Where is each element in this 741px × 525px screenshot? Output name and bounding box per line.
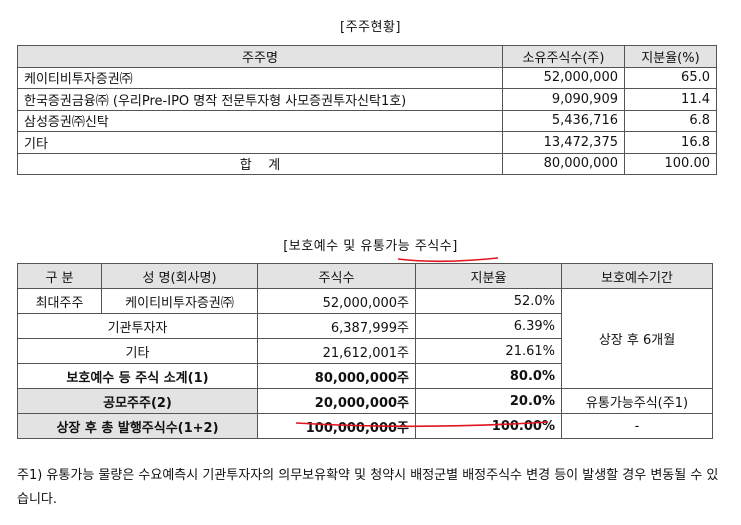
ownership-ratio: 16.8	[624, 131, 717, 154]
public-offering-label: 공모주주(2)	[17, 388, 258, 414]
category-cell: 기타	[17, 338, 258, 364]
table-row: 기타 21,612,001주 21.61%	[17, 338, 713, 364]
table-row: 케이티비투자증권㈜ 52,000,000 65.0	[17, 66, 717, 89]
header-lockup-period: 보호예수기간	[561, 263, 713, 289]
shares-cell: 6,387,999주	[257, 313, 416, 339]
header-shares: 주식수	[257, 263, 416, 289]
grand-total-shares: 100,000,000주	[257, 413, 416, 439]
grand-total-note: -	[561, 413, 713, 439]
shares-owned: 52,000,000	[502, 66, 625, 89]
ownership-ratio: 6.8	[624, 109, 717, 132]
header-category: 구 분	[17, 263, 102, 289]
header-ratio: 지분율	[415, 263, 562, 289]
total-ratio: 100.00	[624, 152, 717, 175]
table-header-row: 주주명 소유주식수(주) 지분율(%)	[17, 45, 717, 68]
shareholders-caption: [주주현황]	[340, 20, 401, 35]
header-shares-owned: 소유주식수(주)	[502, 45, 625, 68]
ownership-ratio: 65.0	[624, 66, 717, 89]
category-cell: 기관투자자	[17, 313, 258, 339]
shareholder-name: 케이티비투자증권㈜	[17, 66, 503, 89]
subtotal-shares: 80,000,000주	[257, 363, 416, 389]
ratio-cell: 21.61%	[415, 338, 562, 364]
header-name: 성 명(회사명)	[101, 263, 258, 289]
lockup-period-cell: 상장 후 6개월	[561, 288, 713, 389]
grand-total-ratio: 100.00%	[415, 413, 562, 439]
table-row: 삼성증권㈜신탁 5,436,716 6.8	[17, 109, 717, 132]
public-offering-row: 공모주주(2) 20,000,000주 20.0% 유통가능주식(주1)	[17, 388, 713, 414]
shareholder-name: 한국증권금융㈜ (우리Pre-IPO 명작 전문투자형 사모증권투자신탁1호)	[17, 88, 503, 111]
subtotal-ratio: 80.0%	[415, 363, 562, 389]
header-ownership-ratio: 지분율(%)	[624, 45, 717, 68]
ratio-cell: 52.0%	[415, 288, 562, 314]
total-shares: 80,000,000	[502, 152, 625, 175]
grand-total-label: 상장 후 총 발행주식수(1+2)	[17, 413, 258, 439]
subtotal-label: 보호예수 등 주식 소계(1)	[17, 363, 258, 389]
shareholder-name: 기타	[17, 131, 503, 154]
shares-cell: 21,612,001주	[257, 338, 416, 364]
shares-cell: 52,000,000주	[257, 288, 416, 314]
table-header-row: 구 분 성 명(회사명) 주식수 지분율 보호예수기간	[17, 263, 713, 289]
subtotal-row: 보호예수 등 주식 소계(1) 80,000,000주 80.0%	[17, 363, 713, 389]
table-row: 기관투자자 6,387,999주 6.39%	[17, 313, 713, 339]
public-offering-shares: 20,000,000주	[257, 388, 416, 414]
lockup-caption: [보호예수 및 유통가능 주식수]	[283, 239, 458, 254]
red-underline-caption	[397, 257, 499, 263]
public-offering-note: 유통가능주식(주1)	[561, 388, 713, 414]
total-row: 합 계 80,000,000 100.00	[17, 152, 717, 175]
table-row: 기타 13,472,375 16.8	[17, 131, 717, 154]
shares-owned: 13,472,375	[502, 131, 625, 154]
lockup-table: 구 분 성 명(회사명) 주식수 지분율 보호예수기간 최대주주 케이티비투자증…	[17, 263, 713, 439]
shares-owned: 5,436,716	[502, 109, 625, 132]
category-cell: 최대주주	[17, 288, 102, 314]
shareholder-name: 삼성증권㈜신탁	[17, 109, 503, 132]
table-row: 최대주주 케이티비투자증권㈜ 52,000,000주 52.0% 상장 후 6개…	[17, 288, 713, 389]
name-cell: 케이티비투자증권㈜	[101, 288, 258, 314]
grand-total-row: 상장 후 총 발행주식수(1+2) 100,000,000주 100.00% -	[17, 413, 713, 439]
public-offering-ratio: 20.0%	[415, 388, 562, 414]
footnote: 주1) 유통가능 물량은 수요예측시 기관투자자의 의무보유확약 및 청약시 배…	[17, 468, 719, 507]
ratio-cell: 6.39%	[415, 313, 562, 339]
total-label: 합 계	[17, 152, 503, 175]
table-row: 한국증권금융㈜ (우리Pre-IPO 명작 전문투자형 사모증권투자신탁1호) …	[17, 88, 717, 111]
shares-owned: 9,090,909	[502, 88, 625, 111]
ownership-ratio: 11.4	[624, 88, 717, 111]
header-shareholder-name: 주주명	[17, 45, 503, 68]
shareholders-table: 주주명 소유주식수(주) 지분율(%) 케이티비투자증권㈜ 52,000,000…	[17, 45, 717, 175]
